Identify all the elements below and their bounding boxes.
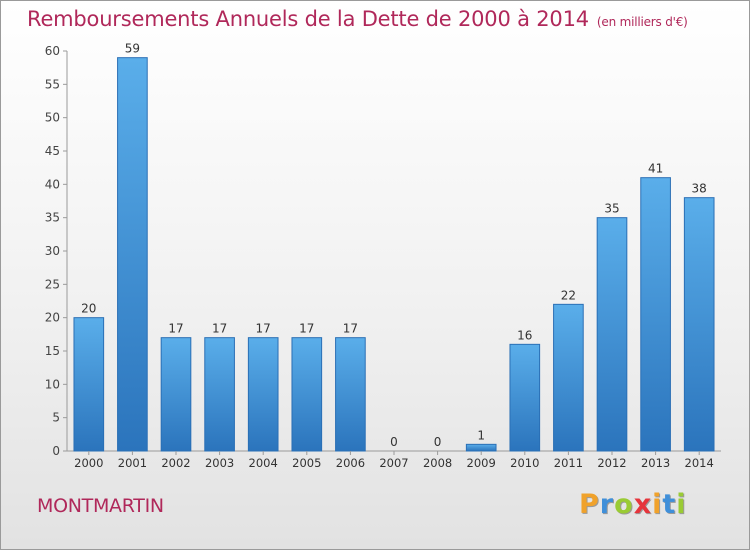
y-tick-label: 5 (52, 411, 60, 425)
y-tick-label: 50 (45, 111, 60, 125)
x-tick-label: 2002 (161, 456, 190, 470)
chart-title-text: Remboursements Annuels de la Dette de 20… (27, 7, 589, 31)
y-tick-label: 60 (45, 44, 60, 58)
logo-letter: t (662, 489, 677, 520)
chart-subtitle: (en milliers d'€) (596, 15, 688, 29)
bar-value-label: 1 (477, 428, 485, 442)
bar-value-label: 20 (81, 302, 96, 316)
bar (291, 337, 323, 452)
x-tick-label: 2012 (597, 456, 626, 470)
bar (117, 57, 148, 452)
bar (73, 317, 105, 452)
x-tick-label: 2006 (336, 456, 365, 470)
x-tick-label: 2011 (554, 456, 583, 470)
bar (640, 177, 671, 452)
logo-letter: x (633, 489, 653, 520)
chart-title: Remboursements Annuels de la Dette de 20… (27, 7, 688, 31)
proxiti-logo: Proxiti (579, 489, 687, 520)
x-tick-label: 2010 (510, 456, 539, 470)
bar-value-label: 38 (692, 182, 707, 196)
y-tick-label: 55 (45, 77, 60, 91)
logo-letter: P (579, 489, 600, 520)
y-tick-label: 45 (45, 144, 60, 158)
logo-letter: i (652, 489, 663, 520)
place-name: MONTMARTIN (37, 495, 164, 517)
x-tick-label: 2008 (423, 456, 452, 470)
bar-value-label: 17 (168, 322, 183, 336)
bar (204, 337, 235, 452)
bar (683, 197, 715, 452)
x-tick-label: 2005 (292, 456, 321, 470)
bar (160, 337, 192, 452)
y-tick-label: 20 (45, 311, 60, 325)
y-tick-label: 10 (45, 377, 60, 391)
bar-value-label: 35 (604, 202, 619, 216)
x-tick-label: 2003 (205, 456, 234, 470)
bar-value-label: 17 (343, 322, 358, 336)
bar-value-label: 0 (390, 435, 398, 449)
bar-value-label: 0 (434, 435, 442, 449)
bar (465, 443, 497, 452)
x-tick-label: 2013 (641, 456, 670, 470)
y-tick-label: 0 (52, 444, 60, 458)
bar-value-label: 17 (212, 322, 227, 336)
bar-value-label: 17 (256, 322, 271, 336)
x-tick-label: 2009 (467, 456, 496, 470)
y-tick-label: 30 (45, 244, 60, 258)
bar (509, 343, 541, 452)
y-tick-label: 15 (45, 344, 60, 358)
y-tick-label: 40 (45, 177, 60, 191)
y-tick-label: 35 (45, 211, 60, 225)
bar (335, 337, 366, 452)
bar-value-label: 22 (561, 288, 576, 302)
x-tick-label: 2007 (379, 456, 408, 470)
x-tick-label: 2004 (249, 456, 278, 470)
bar-value-label: 16 (517, 328, 532, 342)
bar (553, 303, 584, 452)
logo-letter: r (599, 489, 615, 520)
bar-value-label: 41 (648, 162, 663, 176)
x-tick-label: 2014 (685, 456, 714, 470)
bar-value-label: 59 (125, 42, 140, 56)
bar-value-label: 17 (299, 322, 314, 336)
logo-letter: o (614, 489, 634, 520)
bar (596, 217, 628, 452)
y-tick-label: 25 (45, 277, 60, 291)
x-tick-label: 2001 (118, 456, 147, 470)
x-tick-label: 2000 (74, 456, 103, 470)
bar (247, 337, 279, 452)
logo-letter: i (676, 489, 687, 520)
